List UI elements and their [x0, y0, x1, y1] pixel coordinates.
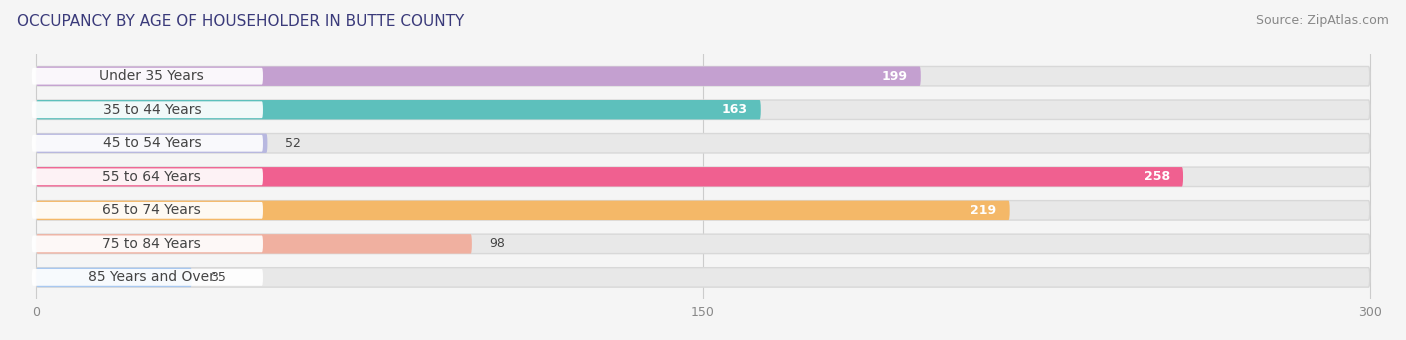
Text: 45 to 54 Years: 45 to 54 Years: [103, 136, 201, 150]
FancyBboxPatch shape: [37, 100, 761, 119]
FancyBboxPatch shape: [37, 167, 1182, 187]
Text: 199: 199: [882, 70, 907, 83]
FancyBboxPatch shape: [32, 68, 263, 85]
FancyBboxPatch shape: [37, 234, 1369, 254]
FancyBboxPatch shape: [32, 135, 263, 152]
FancyBboxPatch shape: [32, 202, 263, 219]
Text: 219: 219: [970, 204, 997, 217]
FancyBboxPatch shape: [37, 67, 921, 86]
FancyBboxPatch shape: [32, 269, 263, 286]
FancyBboxPatch shape: [37, 201, 1369, 220]
FancyBboxPatch shape: [37, 268, 191, 287]
FancyBboxPatch shape: [37, 234, 472, 254]
Text: 258: 258: [1143, 170, 1170, 183]
FancyBboxPatch shape: [37, 268, 1369, 287]
Text: Under 35 Years: Under 35 Years: [100, 69, 204, 83]
FancyBboxPatch shape: [37, 100, 1369, 119]
Text: 55 to 64 Years: 55 to 64 Years: [103, 170, 201, 184]
FancyBboxPatch shape: [37, 201, 1010, 220]
FancyBboxPatch shape: [37, 134, 267, 153]
Text: 75 to 84 Years: 75 to 84 Years: [103, 237, 201, 251]
Text: 35: 35: [209, 271, 225, 284]
Text: 52: 52: [285, 137, 301, 150]
FancyBboxPatch shape: [37, 167, 1369, 187]
Text: 35 to 44 Years: 35 to 44 Years: [103, 103, 201, 117]
FancyBboxPatch shape: [32, 101, 263, 118]
Text: 85 Years and Over: 85 Years and Over: [89, 270, 215, 284]
FancyBboxPatch shape: [37, 134, 1369, 153]
FancyBboxPatch shape: [32, 236, 263, 252]
FancyBboxPatch shape: [37, 67, 1369, 86]
Text: 98: 98: [489, 237, 506, 250]
Text: 65 to 74 Years: 65 to 74 Years: [103, 203, 201, 217]
Text: OCCUPANCY BY AGE OF HOUSEHOLDER IN BUTTE COUNTY: OCCUPANCY BY AGE OF HOUSEHOLDER IN BUTTE…: [17, 14, 464, 29]
Text: Source: ZipAtlas.com: Source: ZipAtlas.com: [1256, 14, 1389, 27]
Text: 163: 163: [721, 103, 748, 116]
FancyBboxPatch shape: [32, 168, 263, 185]
